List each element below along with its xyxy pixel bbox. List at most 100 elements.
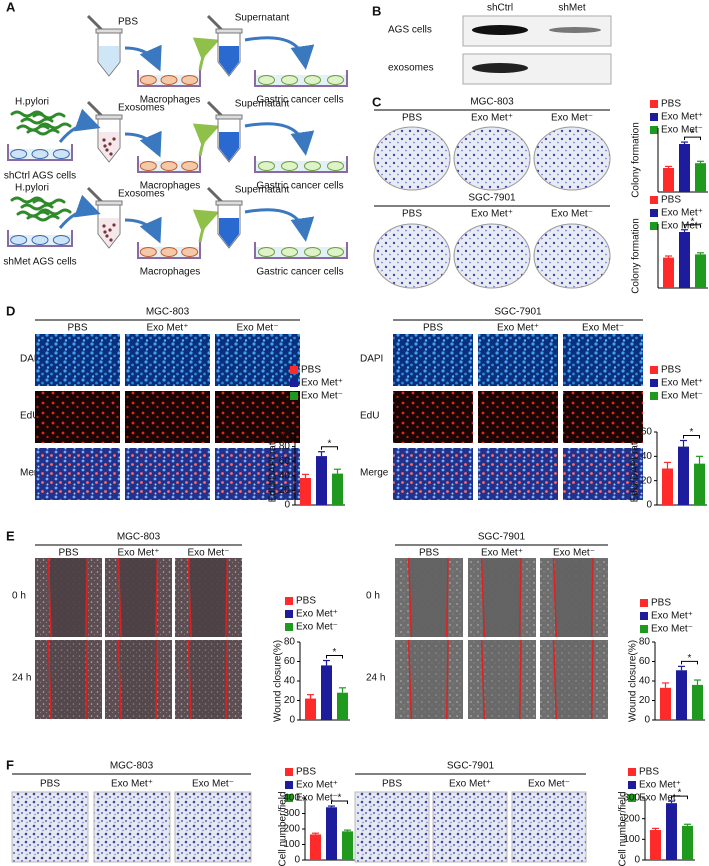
column-label: Exo Met⁻ — [192, 779, 234, 790]
wound-edge — [518, 557, 522, 638]
dish — [137, 156, 201, 173]
micrograph — [125, 334, 210, 386]
blot-column: shMet — [558, 3, 585, 14]
y-axis-label: Wound closure(%) — [628, 640, 639, 722]
legend-swatch — [650, 126, 658, 134]
tube-cap — [95, 114, 123, 120]
micrograph — [478, 334, 558, 386]
row-label: 24 h — [366, 673, 385, 684]
legend-swatch — [628, 794, 636, 802]
colony-plate — [453, 223, 531, 289]
colony-plate — [453, 126, 531, 191]
wound-edge — [407, 557, 413, 638]
transwell-image — [511, 791, 587, 863]
legend-label: Exo Met⁺ — [661, 378, 703, 389]
y-tick-label: 300 — [623, 793, 640, 804]
legend-swatch — [285, 794, 293, 802]
bar — [676, 670, 687, 720]
y-tick-label: 200 — [623, 813, 640, 824]
arrow — [244, 36, 315, 70]
column-label: Exo Met⁻ — [528, 779, 570, 790]
legend-label: PBS — [651, 598, 671, 609]
cell — [258, 247, 275, 257]
legend-label: PBS — [296, 767, 316, 778]
cells-label: Macrophages — [140, 181, 201, 192]
cell — [31, 149, 49, 159]
legend-label: Exo Met⁻ — [296, 622, 338, 633]
legend-label: PBS — [296, 596, 316, 607]
significance-bracket — [671, 795, 688, 800]
cell — [139, 247, 157, 257]
y-tick-label: 40 — [279, 470, 291, 481]
legend-label: Exo Met⁻ — [639, 793, 681, 804]
column-label: Exo Met⁻ — [237, 323, 279, 334]
legend-label: Exo Met⁻ — [661, 221, 703, 232]
bacterium — [38, 208, 72, 216]
cell — [10, 235, 28, 245]
wound-edge — [155, 557, 159, 638]
panel-label: E — [6, 528, 15, 543]
cell — [304, 75, 321, 85]
bar — [663, 168, 674, 192]
exosome — [105, 148, 109, 152]
column-label: Exo Met⁻ — [551, 209, 593, 220]
legend-label: Exo Met⁺ — [296, 609, 338, 620]
dish — [137, 70, 201, 87]
dish — [254, 70, 348, 87]
legend-swatch — [285, 768, 293, 776]
target-label: Gastric cancer cells — [256, 267, 343, 278]
transwell-image — [354, 791, 430, 863]
colony-plate — [373, 126, 451, 191]
cell — [258, 75, 275, 85]
wound-image — [35, 640, 102, 719]
arrow — [192, 209, 220, 243]
bar — [321, 665, 332, 720]
micrograph — [563, 334, 643, 386]
y-axis-label: Colony formation — [631, 218, 642, 294]
tube-liquid — [219, 132, 239, 161]
bar — [692, 684, 703, 720]
arrow — [192, 37, 220, 71]
exosome — [105, 234, 109, 238]
y-tick-label: 0 — [294, 855, 300, 866]
band — [472, 25, 528, 35]
tube-liquid — [99, 218, 119, 247]
wound-edge — [590, 639, 594, 720]
column-label: Exo Met⁻ — [551, 113, 593, 124]
bar — [650, 830, 661, 860]
legend-swatch — [640, 599, 648, 607]
y-tick-label: 0 — [634, 855, 640, 866]
wound-edge — [225, 639, 229, 720]
wound-gap — [554, 558, 594, 637]
cell — [327, 161, 344, 171]
arrow — [124, 44, 162, 72]
micrograph — [215, 334, 300, 386]
column-label: Exo Met⁺ — [111, 779, 153, 790]
column-label: Exo Met⁻ — [188, 548, 230, 559]
significance-bracket — [681, 660, 698, 665]
y-tick-label: 80 — [284, 637, 296, 648]
micrograph — [125, 448, 210, 500]
significance-bracket — [684, 136, 701, 141]
panel-label: A — [6, 0, 16, 14]
significance: * — [688, 653, 692, 664]
colony-plate — [533, 223, 611, 289]
bar — [305, 698, 316, 720]
legend-swatch — [285, 781, 293, 789]
wound-image — [175, 640, 242, 719]
legend-label: PBS — [661, 365, 681, 376]
tube-cap — [215, 28, 243, 34]
legend-label: Exo Met⁺ — [301, 378, 343, 389]
cell — [327, 75, 344, 85]
dish-medium — [256, 75, 346, 85]
legend-swatch — [285, 623, 293, 631]
column-label: Exo Met⁺ — [118, 548, 160, 559]
micrograph — [478, 448, 558, 500]
row-label: DAPI — [360, 354, 383, 365]
row-label: 24 h — [12, 673, 31, 684]
transwell-image — [11, 791, 89, 863]
micrograph — [393, 448, 473, 500]
significance: * — [328, 438, 332, 449]
dish — [7, 144, 73, 161]
bar — [695, 163, 706, 192]
